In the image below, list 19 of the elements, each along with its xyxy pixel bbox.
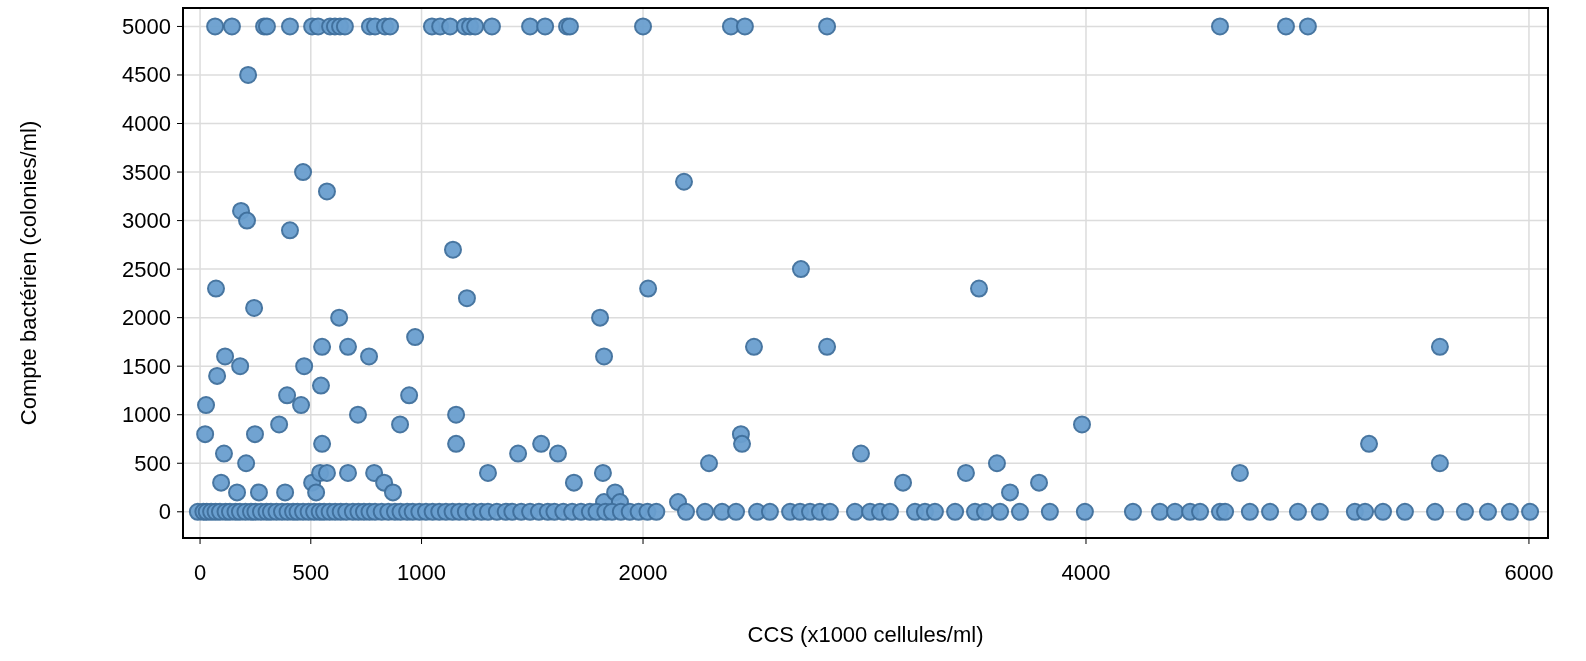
x-axis-title: CCS (x1000 cellules/ml) (747, 622, 984, 647)
x-tick-label: 4000 (1061, 560, 1111, 585)
y-tick-label: 0 (158, 499, 171, 525)
y-tick-label: 4000 (122, 111, 171, 137)
y-axis-title: Compte bactérien (colonies/ml) (16, 120, 41, 426)
x-tick-label: 500 (292, 560, 330, 585)
x-tick-label: 0 (193, 560, 207, 585)
x-tick-label: 6000 (1504, 560, 1554, 585)
y-tick-label: 5000 (122, 13, 171, 39)
y-tick-label: 1500 (122, 353, 171, 379)
x-tick-label: 2000 (618, 560, 668, 585)
y-tick-label: 3000 (122, 208, 171, 234)
y-tick-label: 4500 (122, 62, 171, 88)
y-tick-label: 500 (134, 450, 171, 476)
y-tick-label: 3500 (122, 159, 171, 185)
y-tick-label: 2000 (122, 305, 171, 331)
y-tick-label: 1000 (122, 402, 171, 428)
y-tick-label: 2500 (122, 256, 171, 282)
x-tick-label: 1000 (397, 560, 447, 585)
